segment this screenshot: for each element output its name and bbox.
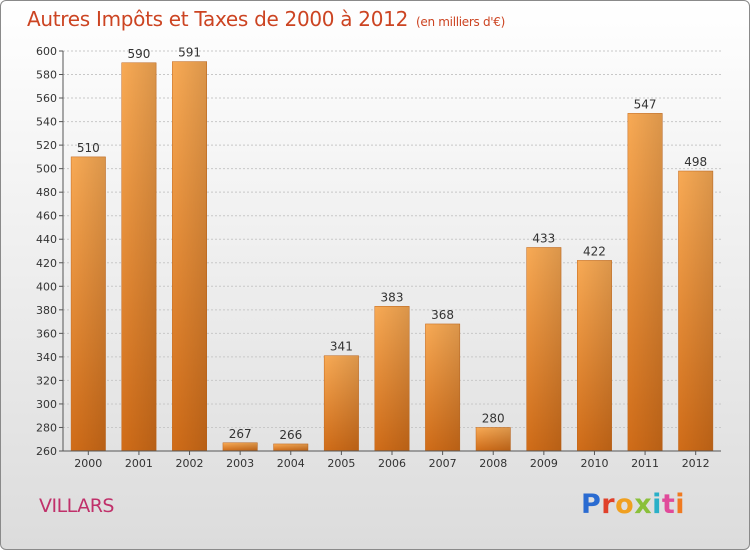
bar-shade-2012 [678,171,713,451]
bar-shade-2010 [577,260,612,451]
x-axis: 2000 2001 2002 2003 2004 2005 2006 2007 2008 2009… [63,450,721,470]
bar-shade-2009 [526,247,562,451]
y-tick-label: 340 [36,351,57,364]
chart-title-text: Autres Impôts et Taxes de 2000 à 2012 [27,7,408,31]
proxiti-logo[interactable]: Proxiti [581,489,686,520]
data-label-2010: 422 [583,244,606,258]
x-tick-label-2005: 2005 [327,457,355,470]
bar-shade-2011 [627,113,663,452]
y-tick-label: 580 [36,69,57,82]
data-label-2007: 368 [431,308,454,322]
data-label-2002: 591 [178,46,201,60]
y-tick-label: 440 [36,233,57,246]
y-tick-label: 520 [36,139,57,152]
y-tick-label: 360 [36,327,57,340]
data-label-2005: 341 [330,340,353,354]
y-tick-label: 460 [36,210,57,223]
bar-shade-2005 [324,355,359,451]
data-label-2000: 510 [77,141,100,155]
bar-shade-2002 [172,61,207,452]
bar-shade-2001 [121,62,157,451]
x-tick-label-2001: 2001 [125,457,153,470]
data-label-2001: 590 [127,47,150,61]
chart-title: Autres Impôts et Taxes de 2000 à 2012 (en… [27,7,505,31]
bars: 510 590 591 267 266 341 383 368 280 433 422 547 498 [70,46,714,452]
y-tick-label: 480 [36,186,57,199]
data-label-2011: 547 [634,97,657,111]
data-label-2012: 498 [684,155,707,169]
bar-shade-2000 [71,156,106,451]
x-tick-label-2002: 2002 [176,457,204,470]
data-label-2009: 433 [532,231,555,245]
x-tick-label-2006: 2006 [378,457,406,470]
y-tick-label: 400 [36,280,57,293]
y-tick-label: 300 [36,398,57,411]
x-tick-label-2000: 2000 [74,457,102,470]
x-tick-label-2012: 2012 [682,457,710,470]
x-tick-label-2004: 2004 [277,457,305,470]
x-tick-label-2009: 2009 [530,457,558,470]
x-tick-label-2003: 2003 [226,457,254,470]
bar-shade-2003 [222,442,258,451]
data-label-2006: 383 [381,290,404,304]
y-tick-label: 560 [36,92,57,105]
data-label-2004: 266 [279,428,302,442]
y-axis: 260 280 300 320 340 360 380 400 420 440 460 480 500 5… [36,45,64,458]
y-tick-label: 540 [36,116,57,129]
y-tick-label: 380 [36,304,57,317]
bar-shade-2006 [374,306,410,451]
y-tick-label: 260 [36,445,57,458]
data-label-2003: 267 [229,427,252,441]
y-tick-label: 600 [36,45,57,58]
chart-unit: (en milliers d'€) [416,15,506,29]
y-tick-label: 320 [36,374,57,387]
y-tick-label: 280 [36,421,57,434]
x-tick-label-2008: 2008 [479,457,507,470]
commune-name: VILLARS [39,495,114,517]
bar-shade-2004 [273,443,308,451]
bar-shade-2007 [425,323,460,451]
data-label-2008: 280 [482,411,505,425]
y-tick-label: 500 [36,163,57,176]
x-tick-label-2010: 2010 [580,457,608,470]
bar-shade-2008 [476,427,511,451]
x-tick-label-2011: 2011 [631,457,659,470]
y-tick-label: 420 [36,257,57,270]
x-tick-label-2007: 2007 [429,457,457,470]
